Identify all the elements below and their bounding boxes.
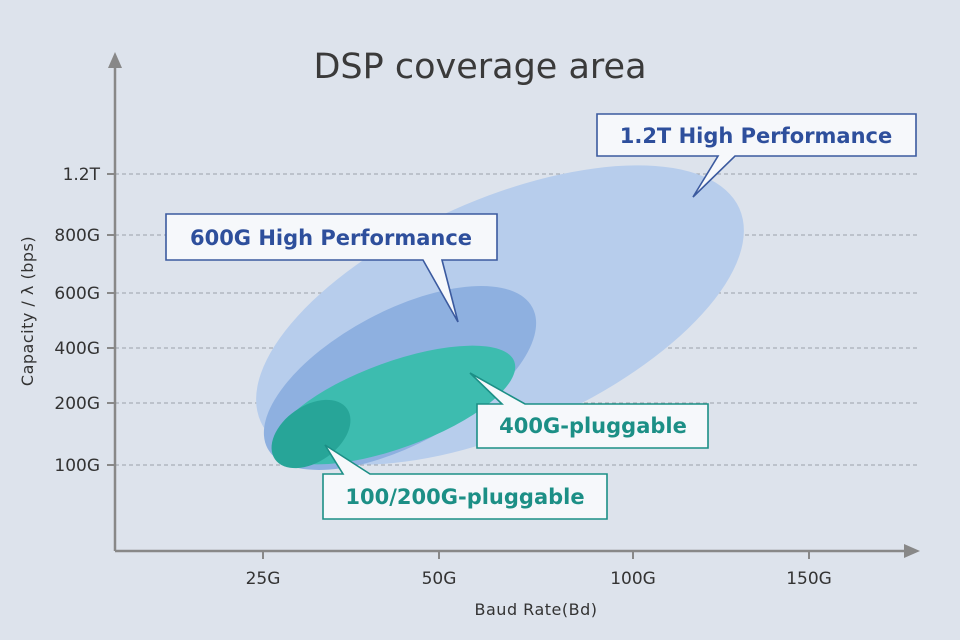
y-axis-arrow [108,52,122,68]
callout-100-200g-pluggable: 100/200G-pluggable [322,444,608,520]
x-tick-150g: 150G [786,569,832,589]
callout-100-200g-box [322,444,608,520]
y-tick-600g: 600G [54,284,100,304]
callout-1.2t-box [596,113,917,198]
axes [108,52,920,558]
x-tick-marks [262,551,810,559]
y-tick-marks [107,173,115,466]
x-axis-arrow [904,544,920,558]
callout-400g-pluggable: 400G-pluggable [469,372,709,449]
y-tick-200g: 200G [54,394,100,414]
y-tick-100g: 100G [54,456,100,476]
x-axis-title: Baud Rate(Bd) [475,600,598,619]
diagram-title: DSP coverage area [313,47,646,87]
y-axis-title: Capacity / λ (bps) [18,236,37,386]
callout-600g-label: 600G High Performance [190,226,472,250]
coverage-regions [256,165,744,470]
callout-1.2t: 1.2T High Performance [596,113,917,198]
x-tick-100g: 100G [610,569,656,589]
callout-600g: 600G High Performance [165,213,498,323]
y-tick-400g: 400G [54,339,100,359]
x-tick-labels: 25G 50G 100G 150G [246,569,832,589]
x-tick-25g: 25G [246,569,281,589]
y-tick-labels: 100G 200G 400G 600G 800G 1.2T [54,165,100,476]
callout-400g-label: 400G-pluggable [499,414,687,438]
callout-100-200g-label: 100/200G-pluggable [345,485,584,509]
callout-400g-box [469,372,709,449]
callout-600g-box [165,213,498,323]
callout-1.2t-label: 1.2T High Performance [620,124,893,148]
x-tick-50g: 50G [422,569,457,589]
y-tick-1.2t: 1.2T [63,165,101,185]
y-tick-800g: 800G [54,226,100,246]
